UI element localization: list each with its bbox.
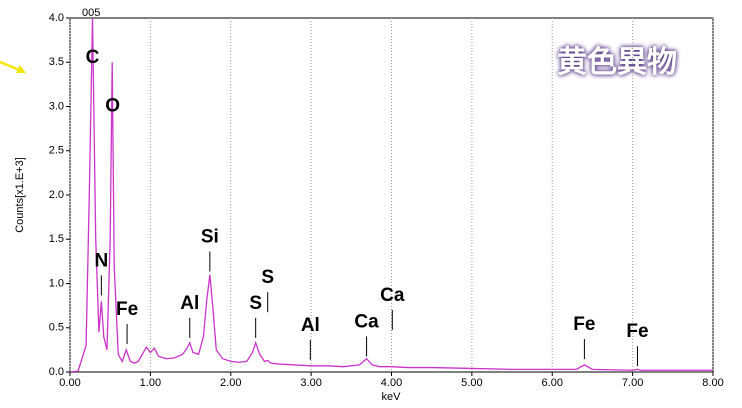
peak-label: C bbox=[86, 47, 100, 68]
y-tick-label: 3.5 bbox=[49, 56, 64, 68]
peak-label: S bbox=[261, 267, 274, 288]
peak-label: Ca bbox=[380, 285, 405, 306]
x-tick-label: 3.00 bbox=[300, 377, 321, 389]
x-tick-label: 1.00 bbox=[140, 377, 161, 389]
chart-title: 黄色異物 bbox=[557, 46, 677, 79]
peak-label: Fe bbox=[626, 321, 648, 342]
x-tick-label: 8.00 bbox=[702, 377, 723, 389]
peak-label: Si bbox=[201, 226, 219, 247]
peak-label: Fe bbox=[116, 299, 138, 320]
y-tick-label: 2.5 bbox=[49, 145, 64, 157]
y-tick-label: 0.5 bbox=[49, 322, 64, 334]
spectrum-line bbox=[70, 18, 713, 372]
x-tick-label: 6.00 bbox=[542, 377, 563, 389]
arrow bbox=[0, 60, 26, 73]
y-tick-label: 3.0 bbox=[49, 100, 64, 112]
peak-label: Ca bbox=[354, 311, 379, 332]
x-axis-label: keV bbox=[382, 391, 402, 403]
spectrum-id: 005 bbox=[82, 7, 100, 19]
peak-label: Al bbox=[180, 293, 199, 314]
x-tick-label: 5.00 bbox=[461, 377, 482, 389]
peak-label: N bbox=[94, 250, 108, 271]
peak-label: Al bbox=[301, 315, 320, 336]
peak-label: S bbox=[249, 293, 262, 314]
y-tick-label: 2.0 bbox=[49, 189, 64, 201]
y-tick-label: 1.5 bbox=[49, 233, 64, 245]
y-tick-label: 0.0 bbox=[49, 366, 64, 378]
x-tick-label: 2.00 bbox=[220, 377, 241, 389]
x-tick-label: 7.00 bbox=[622, 377, 643, 389]
y-axis-label: Counts[x1.E+3] bbox=[14, 157, 26, 233]
y-tick-label: 4.0 bbox=[49, 12, 64, 24]
x-tick-label: 4.00 bbox=[381, 377, 402, 389]
plot-area bbox=[70, 18, 713, 372]
y-tick-label: 1.0 bbox=[49, 277, 64, 289]
peak-label: Fe bbox=[573, 314, 595, 335]
x-tick-label: 0.00 bbox=[59, 377, 80, 389]
peak-label: O bbox=[105, 96, 120, 117]
